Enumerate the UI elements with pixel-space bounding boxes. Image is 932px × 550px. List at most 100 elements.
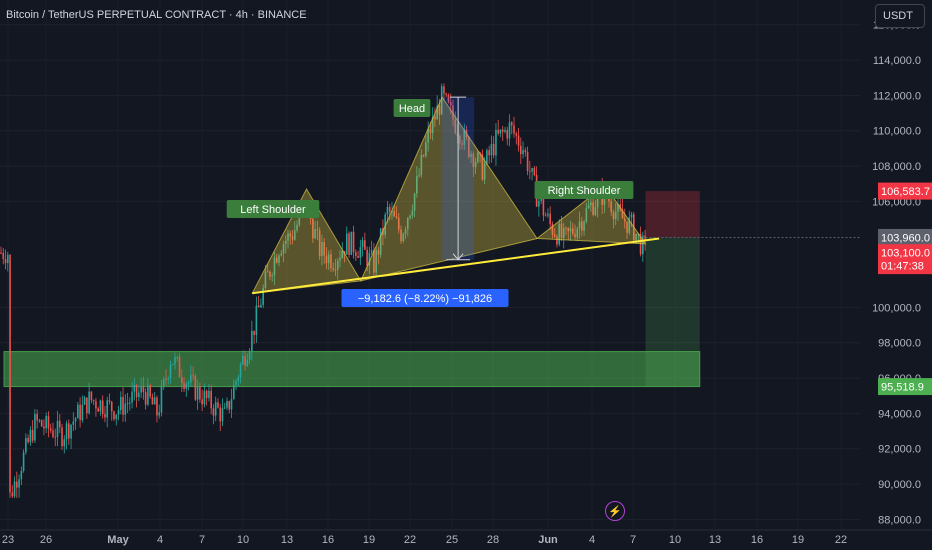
candle-body bbox=[131, 391, 133, 403]
right-shoulder-triangle[interactable] bbox=[535, 184, 647, 245]
candle-body bbox=[431, 116, 434, 133]
candle-body bbox=[318, 230, 321, 257]
candle-body bbox=[449, 102, 452, 106]
candle-body bbox=[45, 415, 47, 429]
x-tick-label: 23 bbox=[2, 534, 14, 546]
currency-selector[interactable]: USDT bbox=[875, 4, 925, 28]
candle-body bbox=[468, 136, 470, 157]
candle-body bbox=[95, 401, 97, 409]
candle-body bbox=[298, 213, 301, 225]
candle-body bbox=[626, 221, 628, 233]
neckline[interactable] bbox=[252, 237, 660, 295]
candle-body bbox=[117, 410, 120, 415]
candle-body bbox=[361, 240, 364, 248]
candle-body bbox=[614, 211, 617, 220]
candle-body bbox=[508, 122, 511, 139]
candle-body bbox=[244, 355, 246, 366]
candle-body bbox=[40, 420, 43, 427]
candle-body bbox=[11, 492, 14, 497]
y-tick-label: 90,000.0 bbox=[878, 479, 921, 491]
candle-body bbox=[280, 253, 283, 256]
stop-loss-zone[interactable] bbox=[645, 191, 700, 238]
candle-body bbox=[540, 198, 542, 201]
left-shoulder-box[interactable] bbox=[226, 200, 320, 218]
candle-body bbox=[547, 213, 549, 216]
candle-body bbox=[549, 213, 551, 225]
candle-body bbox=[429, 128, 432, 133]
head-box[interactable] bbox=[393, 99, 431, 117]
candle-body bbox=[411, 210, 414, 216]
candle-body bbox=[54, 436, 57, 438]
candle-body bbox=[386, 206, 389, 215]
candle-body bbox=[644, 235, 646, 242]
x-tick-label: 10 bbox=[669, 534, 681, 546]
candle-body bbox=[592, 202, 594, 215]
candle-body bbox=[472, 153, 475, 168]
candle-body bbox=[49, 428, 52, 431]
candle-body bbox=[373, 250, 375, 273]
candle-body bbox=[400, 229, 402, 242]
candle-body bbox=[490, 143, 493, 156]
patterns bbox=[251, 96, 660, 295]
candle-body bbox=[357, 255, 359, 258]
candle-body bbox=[617, 204, 619, 212]
candle-body bbox=[368, 252, 371, 266]
candle-body bbox=[140, 386, 142, 393]
candle-body bbox=[336, 260, 339, 270]
right-shoulder-box[interactable] bbox=[534, 181, 634, 199]
candle-body bbox=[483, 163, 486, 180]
candle-body bbox=[192, 375, 194, 377]
candle-body bbox=[74, 418, 77, 422]
candle-body bbox=[264, 271, 267, 289]
take-profit-zone[interactable] bbox=[645, 237, 700, 387]
candle-body bbox=[275, 257, 278, 263]
support-zone[interactable] bbox=[3, 351, 701, 388]
candle-body bbox=[149, 385, 151, 397]
candle-body bbox=[212, 408, 215, 416]
candle-body bbox=[9, 254, 11, 493]
candle-body bbox=[314, 229, 316, 239]
candle-body bbox=[219, 407, 222, 422]
measure-box[interactable] bbox=[341, 289, 509, 307]
price-label-box bbox=[878, 228, 932, 246]
candle-body bbox=[208, 390, 210, 398]
candle-body bbox=[560, 223, 563, 239]
candle-body bbox=[551, 224, 554, 235]
y-tick-label: 100,000.0 bbox=[872, 302, 921, 314]
candle-body bbox=[585, 208, 588, 222]
candle-body bbox=[312, 218, 314, 239]
candle-body bbox=[463, 129, 466, 145]
candle-body bbox=[359, 247, 362, 258]
candle-body bbox=[178, 356, 181, 378]
candle-body bbox=[515, 133, 518, 136]
candle-body bbox=[445, 93, 448, 95]
chart-title: Bitcoin / TetherUS PERPETUAL CONTRACT · … bbox=[6, 9, 307, 21]
candle-body bbox=[144, 392, 147, 405]
candle-body bbox=[135, 385, 138, 398]
x-tick-label: 22 bbox=[404, 534, 416, 546]
candle-body bbox=[56, 420, 59, 437]
candle-body bbox=[325, 255, 328, 264]
candle-body bbox=[31, 429, 34, 441]
candle-body bbox=[558, 223, 561, 245]
candle-body bbox=[330, 254, 332, 269]
candle-body bbox=[187, 382, 190, 384]
candle-body bbox=[542, 198, 545, 216]
candle-body bbox=[440, 86, 443, 115]
candle-body bbox=[174, 357, 176, 364]
candle-body bbox=[630, 214, 633, 218]
price-scale[interactable] bbox=[860, 0, 932, 550]
lightning-icon[interactable]: ⚡ bbox=[605, 501, 625, 521]
candle-body bbox=[203, 390, 206, 405]
candle-body bbox=[628, 217, 631, 233]
candle-body bbox=[501, 129, 504, 132]
x-tick-label: May bbox=[107, 534, 129, 546]
y-tick-label: 98,000.0 bbox=[878, 338, 921, 350]
right-shoulder-label: Right Shoulder bbox=[548, 185, 621, 197]
candle-body bbox=[413, 193, 416, 211]
candle-body bbox=[531, 168, 533, 172]
candle-body bbox=[47, 415, 50, 429]
candle-body bbox=[327, 254, 330, 264]
left-shoulder-triangle[interactable] bbox=[251, 188, 362, 294]
